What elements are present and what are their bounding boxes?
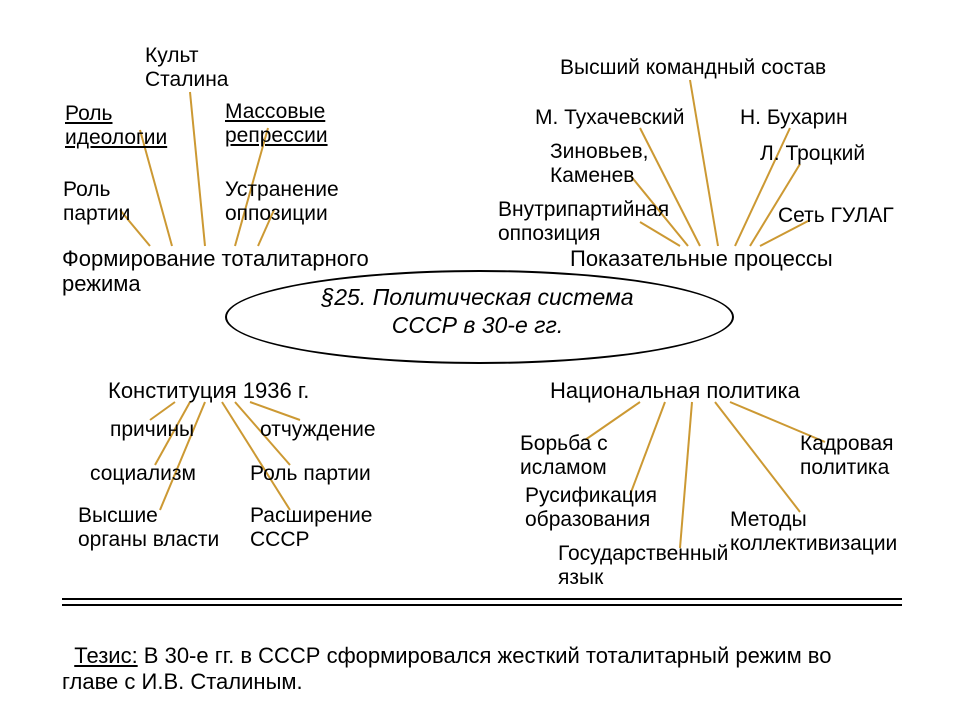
branch-tl-4: Устранение оппозиции [225,178,339,226]
branch-tr-6: Сеть ГУЛАГ [778,204,894,228]
branch-br-0: Борьба с исламом [520,432,608,480]
branch-bl-3: Роль партии [250,462,371,486]
section-tr-title: Показательные процессы [570,246,833,271]
diagram-root: { "canvas": { "width": 960, "height": 72… [0,0,960,720]
footer-text: Тезис: В 30-е гг. в СССР сформировался ж… [62,618,831,694]
branch-tl-0: Роль идеологии [65,102,167,150]
branch-tl-2: Массовые репрессии [225,100,328,148]
branch-tl-1: Культ Сталина [145,44,229,92]
branch-tr-1: М. Тухачевский [535,106,684,130]
branch-tr-4: Л. Троцкий [760,142,865,166]
branch-tr-0: Высший командный состав [560,56,826,80]
section-bl-title: Конституция 1936 г. [108,378,309,403]
branch-br-3: Методы коллективизации [730,508,897,556]
footer-rule-top [62,598,902,600]
center-title-line2: СССР в 30-е гг. [392,312,563,338]
section-br-title: Национальная политика [550,378,800,403]
branch-bl-0: причины [110,418,194,442]
branch-br-4: Государственный язык [558,542,728,590]
branch-bl-2: социализм [90,462,196,486]
branch-br-1: Кадровая политика [800,432,894,480]
branch-tr-2: Н. Бухарин [740,106,848,130]
branch-tr-3: Зиновьев, Каменев [550,140,648,188]
branch-br-2: Русификация образования [525,484,657,532]
footer-rule-bottom [62,604,902,606]
branch-bl-5: Расширение СССР [250,504,372,552]
branch-bl-1: отчуждение [260,418,376,442]
footer-body: В 30-е гг. в СССР сформировался жесткий … [62,643,831,693]
branch-tr-5: Внутрипартийная оппозиция [498,198,669,246]
footer-label: Тезис: [74,643,137,668]
branch-tl-3: Роль партии [63,178,130,226]
branch-bl-4: Высшие органы власти [78,504,219,552]
section-tl-title: Формирование тоталитарного режима [62,246,369,297]
